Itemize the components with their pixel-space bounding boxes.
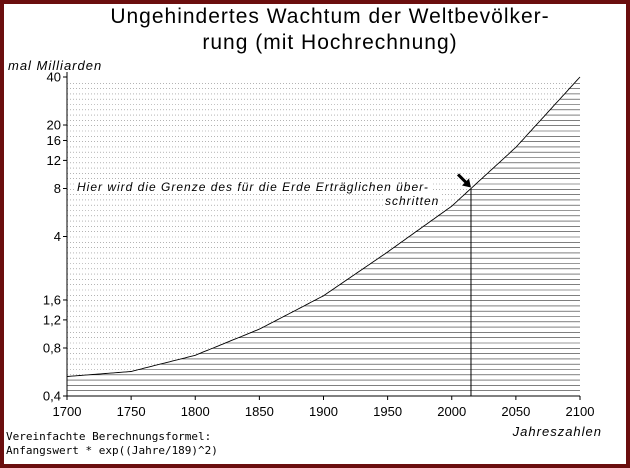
x-axis-label: Jahreszahlen [512, 424, 602, 439]
y-tick-label: 0,8 [43, 340, 61, 355]
formula-line2: Anfangswert * exp((Jahre/189)^2) [6, 444, 218, 457]
formula-note: Vereinfachte Berechnungsformel: Anfangsw… [6, 430, 218, 458]
x-tick-label: 2050 [501, 404, 530, 419]
y-tick-label: 16 [47, 133, 61, 148]
y-tick-label: 40 [47, 70, 61, 85]
y-tick-label: 8 [54, 181, 61, 196]
annotation-line2: schritten [383, 194, 442, 208]
y-tick-label: 20 [47, 118, 61, 133]
population-curve [66, 76, 581, 377]
y-tick-label: 0,4 [43, 389, 61, 404]
y-tick-label: 1,6 [43, 292, 61, 307]
x-tick-label: 1850 [245, 404, 274, 419]
x-tick-label: 2100 [566, 404, 595, 419]
x-tick-label: 1750 [117, 404, 146, 419]
formula-line1: Vereinfachte Berechnungsformel: [6, 430, 212, 443]
annotation-arrow-head [461, 178, 471, 188]
y-tick-label: 1,2 [43, 312, 61, 327]
x-tick-label: 2000 [437, 404, 466, 419]
annotation-line1: Hier wird die Grenze des für die Erde Er… [75, 180, 431, 194]
chart-title-line1: Ungehindertes Wachtum der Weltbevölker- [110, 5, 550, 28]
x-tick-label: 1700 [53, 404, 82, 419]
y-tick-label: 12 [47, 153, 61, 168]
y-tick-label: 4 [54, 229, 61, 244]
x-tick-label: 1800 [181, 404, 210, 419]
x-tick-label: 1950 [373, 404, 402, 419]
chart-title-line2: rung (mit Hochrechnung) [202, 31, 458, 54]
x-tick-label: 1900 [309, 404, 338, 419]
y-axis-label: mal Milliarden [8, 58, 103, 73]
